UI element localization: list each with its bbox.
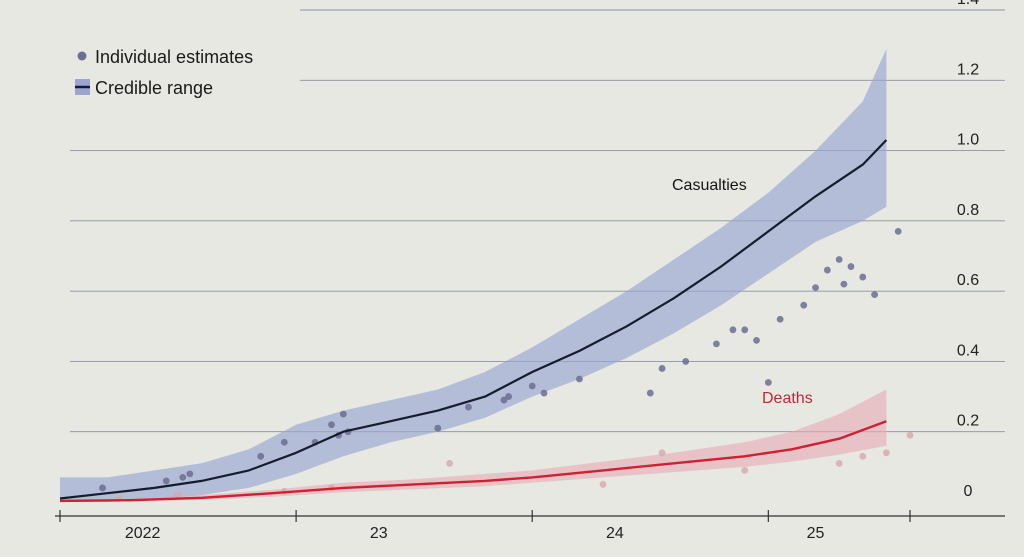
legend-dot-marker: [77, 51, 87, 61]
legend-credible-range: Credible range: [95, 78, 213, 98]
casualties-estimate-point: [800, 301, 808, 309]
deaths-estimate-point: [741, 466, 749, 474]
casualties-estimate-point: [434, 424, 442, 432]
individual-estimates: [99, 228, 914, 502]
casualties-estimate-point: [812, 284, 819, 292]
casualties-estimate-point: [741, 326, 749, 334]
casualties-series-label: Casualties: [672, 177, 747, 194]
deaths-estimate-point: [658, 449, 666, 457]
deaths-series-label: Deaths: [762, 390, 813, 407]
casualties-estimate-point: [186, 470, 194, 478]
x-axis: [55, 510, 1005, 522]
casualties-estimate-point: [179, 474, 187, 481]
deaths-estimate-point: [835, 459, 843, 467]
casualties-line: [59, 139, 888, 500]
labels: 0 0.2 0.4 0.6 0.8 1.0 1.2 1.4 2022 23 24 25 Casualti…: [125, 0, 979, 542]
legend-individual-estimates: Individual estimates: [95, 47, 253, 67]
y-tick-label: 0.8: [957, 202, 979, 219]
deaths-estimate-point: [859, 452, 867, 460]
casualties-estimate-point: [339, 410, 347, 418]
casualties-estimate-point: [328, 421, 335, 429]
casualties-estimate-point: [257, 452, 265, 460]
credible-range-bands: [60, 48, 887, 502]
casualties-estimate-point: [162, 477, 170, 485]
casualties-estimate-point: [540, 389, 548, 397]
y-tick-label: 1.0: [957, 132, 979, 149]
casualties-estimate-point: [658, 365, 666, 372]
deaths-credible-range: [60, 389, 887, 502]
casualties-estimate-point: [847, 263, 855, 270]
casualties-estimate-point: [729, 326, 737, 334]
y-tick-label: 0.2: [957, 413, 979, 430]
x-tick-label: 24: [606, 525, 624, 542]
deaths-estimate-point: [882, 449, 890, 457]
casualties-estimate-point: [859, 273, 867, 281]
y-tick-label: 0.6: [957, 272, 979, 289]
casualties-estimate-point: [835, 256, 843, 263]
deaths-estimate-point: [446, 459, 453, 467]
casualties-estimate-point: [505, 393, 513, 400]
y-tick-label: 1.4: [957, 0, 979, 8]
legend: Individual estimates Credible range: [75, 47, 253, 98]
deaths-estimate-point: [599, 481, 607, 488]
casualties-estimate-point: [500, 396, 508, 404]
casualties-credible-range: [60, 48, 887, 502]
y-tick-label: 0: [964, 483, 973, 500]
casualties-estimate-point: [682, 358, 690, 365]
casualties-estimate-point: [894, 228, 902, 235]
casualties-estimate-point: [712, 340, 720, 348]
casualties-estimate-point: [871, 291, 878, 299]
casualties-estimate-point: [840, 280, 848, 288]
casualties-estimate-point: [823, 266, 831, 274]
casualties-estimate-point: [99, 484, 106, 492]
deaths-estimate-point: [906, 431, 914, 439]
casualties-estimate-point: [280, 438, 288, 446]
series-lines: [59, 139, 888, 503]
x-tick-label: 2022: [125, 525, 161, 542]
casualties-estimate-point: [646, 389, 654, 397]
y-tick-label: 0.4: [957, 342, 979, 359]
deaths-line: [59, 420, 887, 503]
grid-lines: [70, 9, 1005, 433]
casualties-estimate-point: [776, 315, 784, 323]
casualties-estimate-point: [764, 379, 772, 386]
x-tick-label: 23: [370, 525, 388, 542]
x-tick-label: 25: [807, 525, 825, 542]
casualties-estimate-point: [528, 382, 536, 390]
deaths-estimate-point: [174, 491, 182, 499]
casualties-estimate-point: [465, 403, 472, 411]
casualties-estimate-point: [576, 375, 583, 383]
y-tick-label: 1.2: [957, 61, 979, 78]
casualties-estimate-point: [753, 336, 760, 344]
